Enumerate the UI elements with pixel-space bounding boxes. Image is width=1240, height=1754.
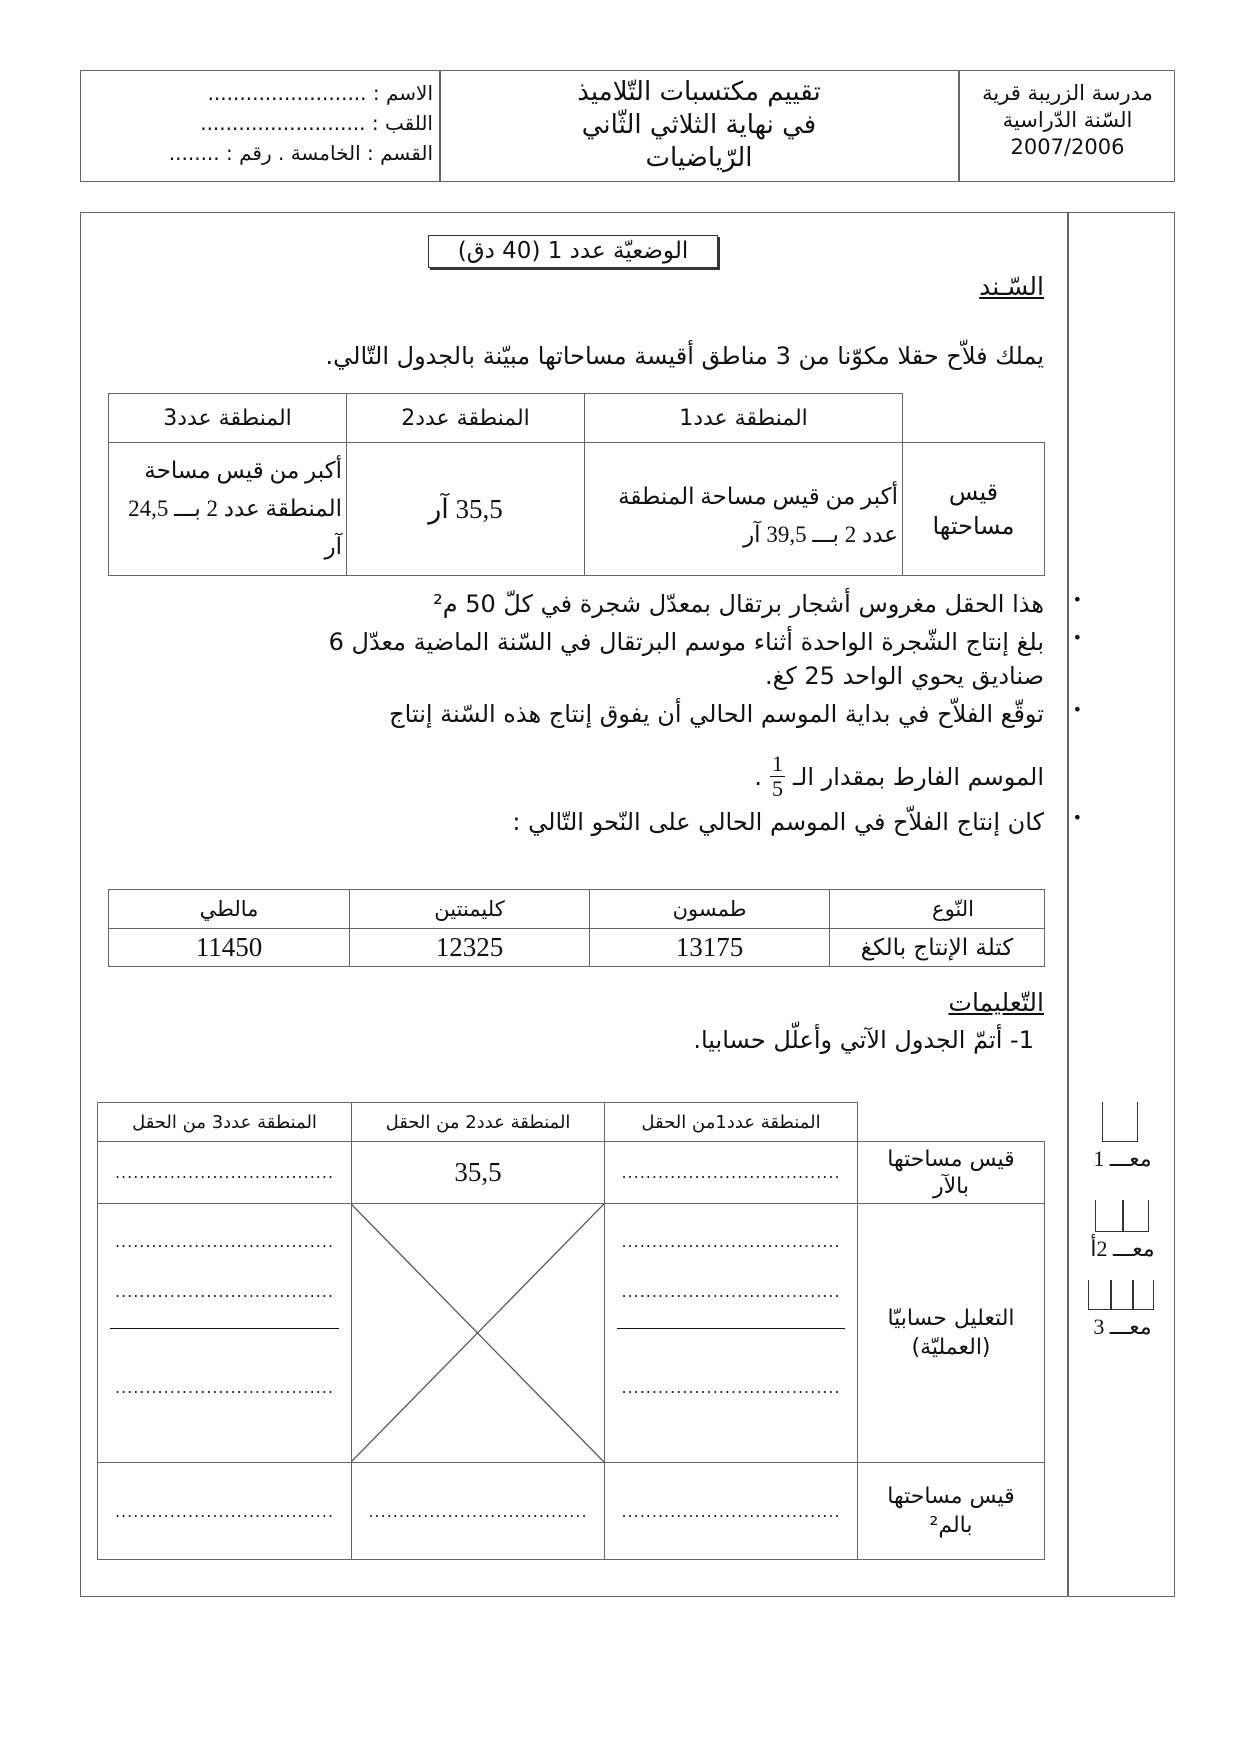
class-field[interactable]: القسم : الخامسة . رقم : ........ [168,141,433,165]
divider [439,70,441,182]
fraction: 1 5 [769,751,785,801]
answer-table: المنطقة عدد1من الحقل المنطقة عدد2 من الح… [97,1102,1045,1560]
name-field[interactable]: الاسم : ......................... [207,81,433,105]
bullet-continuation: صناديق يحوي الواحد 25 كغ. [764,662,1044,690]
label-area-ares: قيس مساحتها بالآر [857,1141,1045,1204]
header-zone-3: المنطقة عدد3 [108,393,347,443]
school-info: مدرسة الزريبة قرية السّنة الدّراسية 2007… [960,80,1175,161]
answer-blank[interactable]: .................................... [351,1462,605,1560]
bullet-item: • هذا الحقل مغروس أشجار برتقال بمعدّل شجر… [433,590,1082,618]
support-heading: السّـند [979,272,1044,301]
header-zone-2: المنطقة عدد2 من الحقل [351,1102,605,1142]
school-year: 2007/2006 [1010,135,1125,159]
type-cell: طمسون [589,889,830,929]
mass-cell: 13175 [589,928,830,967]
header-zone-2: المنطقة عدد2 [346,393,585,443]
mass-cell: 12325 [349,928,590,967]
school-name: مدرسة الزريبة قرية [982,81,1153,105]
type-header: النّوع [829,889,1045,929]
bullet-item: • توقّع الفلاّح في بداية الموسم الحالي أن… [389,700,1082,728]
bullet-item: • بلغ إنتاج الشّجرة الواحدة أثناء موسم ال… [328,628,1082,656]
header-zone-1: المنطقة عدد1من الحقل [604,1102,858,1142]
bullet-continuation: الموسم الفارط بمقدار الـ 1 5 . [754,751,1044,801]
situation-title: الوضعيّة عدد 1 (40 دق) [428,235,718,268]
criterion-1: معـــ 1 [1093,1146,1152,1171]
year-label: السّنة الدّراسية [1002,108,1133,132]
type-cell: مالطي [108,889,350,929]
header-box [80,70,1175,182]
label-area-m2: قيس مساحتها بالم² [857,1462,1045,1560]
exam-title: تقييم مكتسبات التّلاميذ في نهاية الثلاثي… [440,76,958,175]
mass-cell: 11450 [108,928,350,967]
margin-divider [1067,212,1069,1597]
divider [958,70,960,182]
answer-blank[interactable]: .................................... [97,1462,352,1560]
cell-zone-3: أكبر من قيس مساحة المنطقة عدد 2 بـــ 24,… [108,442,347,576]
header-zone-1: المنطقة عدد1 [584,393,903,443]
score-box-1 [1102,1102,1138,1142]
cell-zone-1: أكبر من قيس مساحة المنطقة عدد 2 بـــ 39,… [584,442,903,576]
justification-zone-3[interactable]: .................................... ...… [97,1203,352,1463]
empty-corner [902,393,1045,443]
header-zone-3: المنطقة عدد3 من الحقل [97,1102,352,1142]
criterion-3: معـــ 3 [1093,1314,1152,1339]
type-cell: كليمنتين [349,889,590,929]
cross-out-icon [351,1204,604,1462]
criterion-2a: معـــ 2أ [1090,1236,1155,1261]
intro-text: يملك فلاّح حقلا مكوّنا من 3 مناطق أقيسة … [325,342,1044,370]
cell-zone-2: 35,5 آر [346,442,585,576]
instructions-heading: التّعليمات [948,988,1044,1017]
title-line: في نهاية الثلاثي الثّاني [581,110,817,140]
title-line: الرّياضيات [645,143,753,173]
empty-corner [857,1102,1045,1142]
question-1: 1- أتمّ الجدول الآتي وأعلّل حسابيا. [693,1026,1034,1054]
row-label-area: قيس مساحتها [902,442,1045,576]
production-table: النّوع طمسون كليمنتين مالطي كتلة الإنتاج… [108,889,1045,967]
given-value: 35,5 [351,1141,605,1204]
bullet-item: • كان إنتاج الفلاّح في الموسم الحالي على … [512,808,1082,836]
answer-blank[interactable]: .................................... [97,1141,352,1204]
answer-blank[interactable]: .................................... [604,1462,858,1560]
score-box-3 [1088,1280,1154,1310]
justification-zone-1[interactable]: .................................... ...… [604,1203,858,1463]
crossed-cell [351,1203,605,1463]
score-box-2 [1095,1200,1149,1232]
label-justification: التعليل حسابيّا (العمليّة) [857,1203,1045,1463]
student-info: الاسم : ......................... اللقب … [90,78,433,168]
mass-header: كتلة الإنتاج بالكغ [829,928,1045,967]
title-line: تقييم مكتسبات التّلاميذ [577,77,821,107]
answer-blank[interactable]: .................................... [604,1141,858,1204]
surname-field[interactable]: اللقب : .......................... [200,111,433,135]
main-frame [80,212,1175,1597]
areas-table: المنطقة عدد1 المنطقة عدد2 المنطقة عدد3 ق… [108,393,1045,576]
